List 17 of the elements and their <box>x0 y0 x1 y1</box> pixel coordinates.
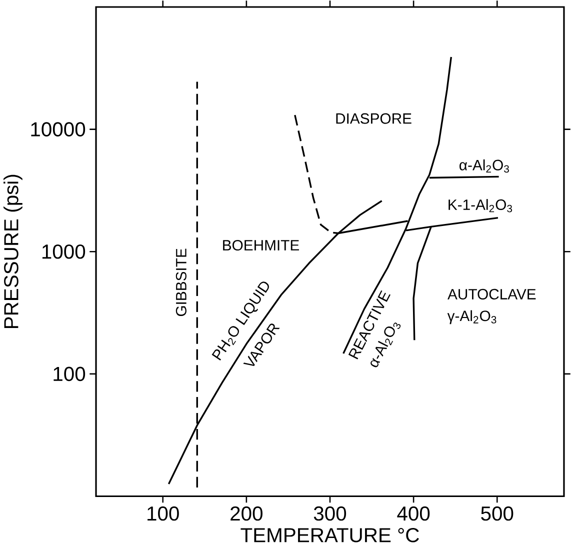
x-axis-title: TEMPERATURE °C <box>240 528 419 542</box>
x-tick-label: 400 <box>397 506 430 521</box>
x-tick-label: 100 <box>148 506 179 521</box>
y-tick-label: 10000 <box>31 122 86 137</box>
annotation: α-Al$_{2}$O$_{3}$ <box>460 159 509 173</box>
annotation: K-1-Al$_{2}$O$_{3}$ <box>448 199 512 212</box>
annotation: AUTOCLAVE <box>448 288 536 300</box>
x-tick-label: 500 <box>481 506 514 521</box>
annotation: BOEHMITE <box>223 240 299 251</box>
y-axis-title: PRESSURE (psi) <box>4 174 22 328</box>
annotation: GIBBSITE <box>176 248 186 316</box>
x-tick-label: 200 <box>230 506 262 521</box>
annotation: γ-Al$_{2}$O$_{3}$ <box>447 310 496 324</box>
annotation: DIASPORE <box>336 113 412 124</box>
x-tick-label: 300 <box>314 506 346 521</box>
y-tick-label: 1000 <box>42 244 86 259</box>
y-tick-label: 100 <box>54 366 86 382</box>
